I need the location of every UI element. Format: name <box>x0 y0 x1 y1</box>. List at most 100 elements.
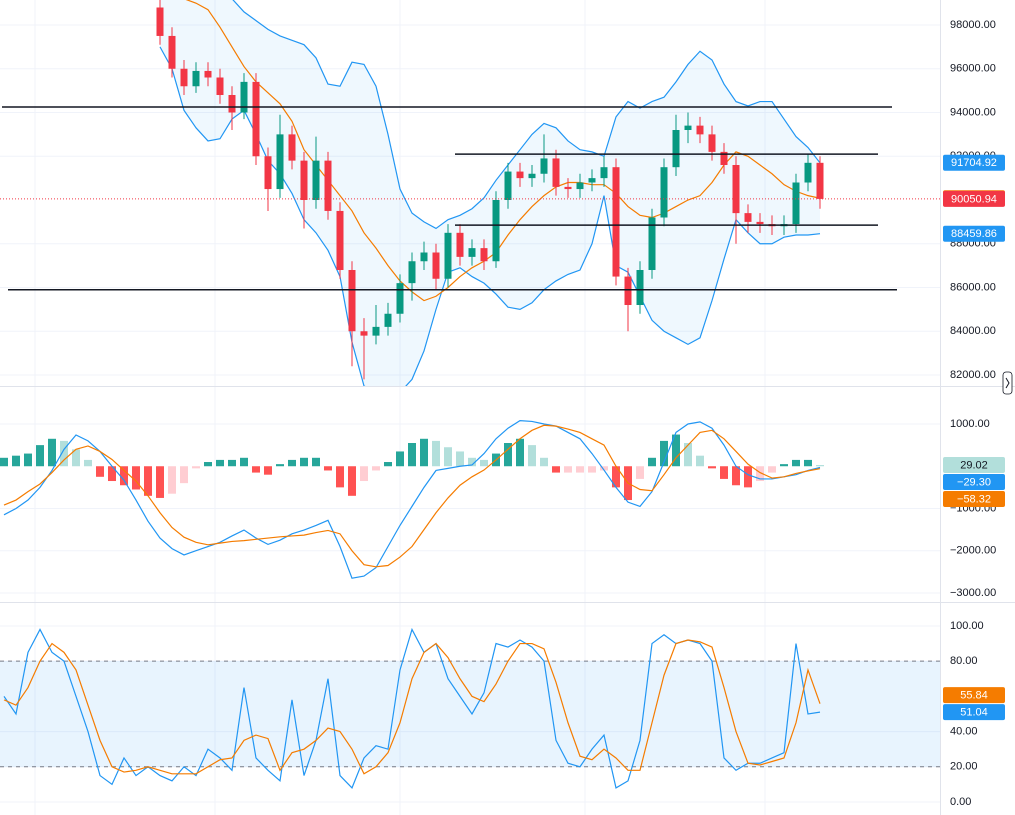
candle-body <box>600 167 608 179</box>
histogram-bar <box>420 438 428 467</box>
candle-body <box>444 232 452 279</box>
candle-body <box>204 70 212 78</box>
histogram-bar <box>672 434 680 467</box>
candle-body <box>672 130 680 168</box>
histogram-bar <box>168 466 176 494</box>
histogram-bar <box>660 440 668 467</box>
histogram-bar <box>96 466 104 477</box>
histogram-bar <box>228 459 236 467</box>
candle-body <box>264 156 272 190</box>
histogram-bar <box>540 457 548 467</box>
histogram-bar <box>732 466 740 486</box>
candle-body <box>504 171 512 201</box>
value-label: 55.84 <box>960 690 988 702</box>
value-label: 90050.94 <box>951 193 997 205</box>
histogram-bar <box>756 466 764 482</box>
histogram-bar <box>516 438 524 467</box>
candle-body <box>756 221 764 225</box>
candle-body <box>468 248 476 257</box>
candle-body <box>492 200 500 262</box>
histogram-bar <box>348 466 356 496</box>
histogram-bar <box>780 464 788 467</box>
candle-body <box>576 182 584 190</box>
histogram-bar <box>24 453 32 467</box>
candle-body <box>480 248 488 262</box>
y-tick-label: 96000.00 <box>950 63 996 75</box>
histogram-bar <box>636 466 644 479</box>
histogram-bar <box>480 459 488 467</box>
candle-body <box>648 217 656 271</box>
histogram-bar <box>372 466 380 471</box>
value-label-box <box>943 491 1005 508</box>
candle-body <box>312 160 320 201</box>
histogram-bar <box>12 455 20 467</box>
histogram-bar <box>84 459 92 467</box>
candle-body <box>408 261 416 284</box>
candle-body <box>564 186 572 190</box>
histogram-bar <box>456 451 464 467</box>
candle-body <box>192 70 200 87</box>
candle-body <box>168 35 176 69</box>
value-label-box <box>943 225 1005 242</box>
y-tick-label: 0.00 <box>950 796 971 808</box>
scale-toggle[interactable] <box>1002 371 1013 395</box>
histogram-bar <box>312 457 320 467</box>
value-label-box <box>943 457 1005 474</box>
background-grid <box>34 0 766 815</box>
candle-body <box>660 167 668 218</box>
value-label-box <box>943 704 1005 721</box>
scale-toggle-icon[interactable] <box>1005 377 1010 389</box>
histogram-bar <box>720 466 728 479</box>
histogram-bar <box>648 457 656 467</box>
histogram-bar <box>360 466 368 482</box>
scale-toggle-box[interactable] <box>1002 371 1013 395</box>
value-label-box <box>943 190 1005 207</box>
histogram-bar <box>408 443 416 467</box>
value-label-box <box>943 474 1005 491</box>
candle-body <box>744 213 752 222</box>
stoch-band <box>0 661 940 767</box>
y-tick-label: 80.00 <box>950 655 978 667</box>
histogram-bar <box>204 462 212 467</box>
candle-body <box>816 162 824 199</box>
value-label: −29.30 <box>957 476 991 488</box>
histogram-bar <box>336 466 344 488</box>
candle-body <box>804 162 812 183</box>
candle-body <box>300 160 308 201</box>
candle-body <box>276 134 284 190</box>
price-pane <box>0 0 940 386</box>
candle-body <box>516 171 524 179</box>
candle-body <box>552 158 560 187</box>
candle-body <box>396 283 404 314</box>
candle-body <box>336 210 344 271</box>
histogram-bar <box>48 438 56 467</box>
y-tick-label: 20.00 <box>950 761 978 773</box>
candle-body <box>432 252 440 279</box>
candle-body <box>216 77 224 96</box>
candle-body <box>180 68 188 87</box>
candle-body <box>384 313 392 327</box>
histogram-bar <box>468 457 476 467</box>
candle-body <box>156 7 164 36</box>
histogram-bar <box>384 462 392 467</box>
histogram-bar <box>192 466 200 469</box>
histogram-bar <box>120 466 128 486</box>
bollinger-upper <box>232 0 821 230</box>
histogram-bar <box>240 457 248 467</box>
histogram-bar <box>684 443 692 467</box>
candle-body <box>288 134 296 161</box>
candle-body <box>720 151 728 166</box>
candle-body <box>324 160 332 211</box>
candle-body <box>348 270 356 332</box>
stoch-d <box>3 639 821 775</box>
histogram-bar <box>744 466 752 488</box>
candle-body <box>528 173 536 179</box>
candle-body <box>612 167 620 277</box>
stochastic-pane <box>0 625 940 803</box>
value-label: 88459.86 <box>951 228 997 240</box>
histogram-bar <box>72 449 80 467</box>
histogram-bar <box>60 440 68 467</box>
y-tick-label: 98000.00 <box>950 19 996 31</box>
histogram-bar <box>276 464 284 467</box>
